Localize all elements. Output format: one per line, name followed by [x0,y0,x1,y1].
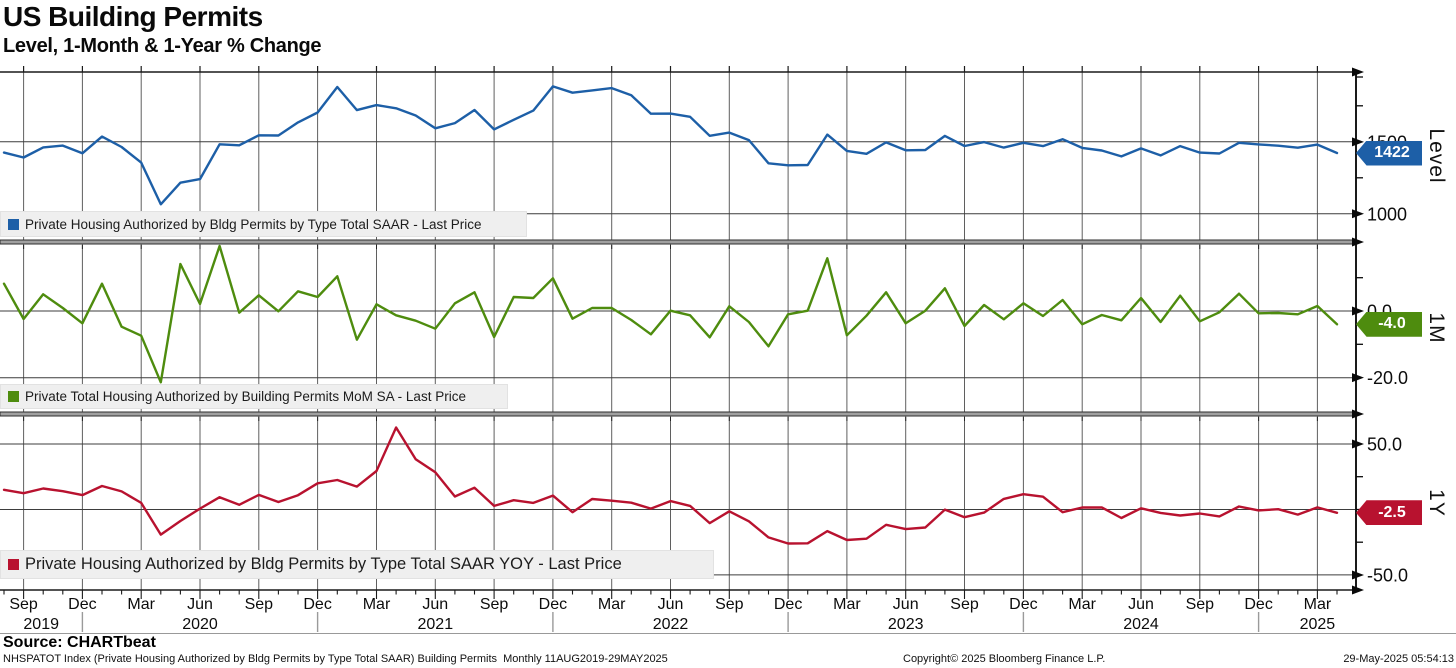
svg-text:Sep: Sep [9,596,38,613]
axis-title-yoy: 1Y [1425,489,1448,517]
svg-text:2025: 2025 [1300,616,1336,633]
footer-copyright: Copyright© 2025 Bloomberg Finance L.P. [903,653,1106,665]
level-series-swatch-icon [8,218,19,230]
svg-text:2024: 2024 [1123,616,1159,633]
axis-title-level: Level [1425,128,1448,184]
svg-text:Jun: Jun [1128,596,1154,613]
legend-level-label: Private Housing Authorized by Bldg Permi… [25,216,482,232]
svg-text:Dec: Dec [539,596,567,613]
legend-level: Private Housing Authorized by Bldg Permi… [0,211,527,237]
svg-text:-20.0: -20.0 [1367,368,1408,388]
svg-text:Sep: Sep [715,596,744,613]
svg-text:-50.0: -50.0 [1367,565,1408,585]
svg-text:2022: 2022 [653,616,689,633]
chart-header: US Building Permits Level, 1-Month & 1-Y… [3,0,322,58]
footer-source: Source: CHARTbeat [3,634,156,651]
svg-text:Sep: Sep [245,596,274,613]
page-title: US Building Permits [3,1,263,32]
svg-text:Jun: Jun [658,596,684,613]
svg-text:Mar: Mar [833,596,861,613]
svg-text:Dec: Dec [68,596,96,613]
svg-text:Mar: Mar [1304,596,1332,613]
svg-text:Sep: Sep [950,596,979,613]
svg-text:2019: 2019 [23,616,59,633]
legend-mom-label: Private Total Housing Authorized by Buil… [25,389,466,404]
svg-text:Mar: Mar [127,596,155,613]
mom-series-swatch-icon [8,391,19,402]
last-value-badge-level: 1422 [1356,140,1422,166]
legend-mom: Private Total Housing Authorized by Buil… [0,384,508,409]
page-subtitle: Level, 1-Month & 1-Year % Change [3,35,322,57]
svg-text:Jun: Jun [187,596,213,613]
svg-text:Mar: Mar [363,596,391,613]
svg-text:2023: 2023 [888,616,924,633]
legend-yoy-label: Private Housing Authorized by Bldg Permi… [25,555,622,573]
svg-text:Dec: Dec [1244,596,1272,613]
svg-text:Dec: Dec [1009,596,1037,613]
legend-yoy: Private Housing Authorized by Bldg Permi… [0,550,714,579]
svg-text:Sep: Sep [480,596,509,613]
svg-text:Mar: Mar [1068,596,1096,613]
footer-description: NHSPATOT Index (Private Housing Authoriz… [3,653,668,665]
svg-text:50.0: 50.0 [1367,435,1402,455]
svg-text:Jun: Jun [422,596,448,613]
svg-text:2020: 2020 [182,616,218,633]
svg-text:Dec: Dec [303,596,331,613]
svg-text:Mar: Mar [598,596,626,613]
svg-text:Sep: Sep [1186,596,1215,613]
yoy-series-swatch-icon [8,559,19,570]
svg-text:Dec: Dec [774,596,802,613]
last-value-badge-yoy: -2.5 [1356,500,1422,526]
svg-text:2021: 2021 [418,616,454,633]
axis-title-mom: 1M [1425,312,1448,344]
svg-text:Jun: Jun [893,596,919,613]
svg-text:1000: 1000 [1367,204,1407,224]
footer-timestamp: 29-May-2025 05:54:13 [1343,653,1454,665]
last-value-badge-mom: -4.0 [1356,311,1422,337]
